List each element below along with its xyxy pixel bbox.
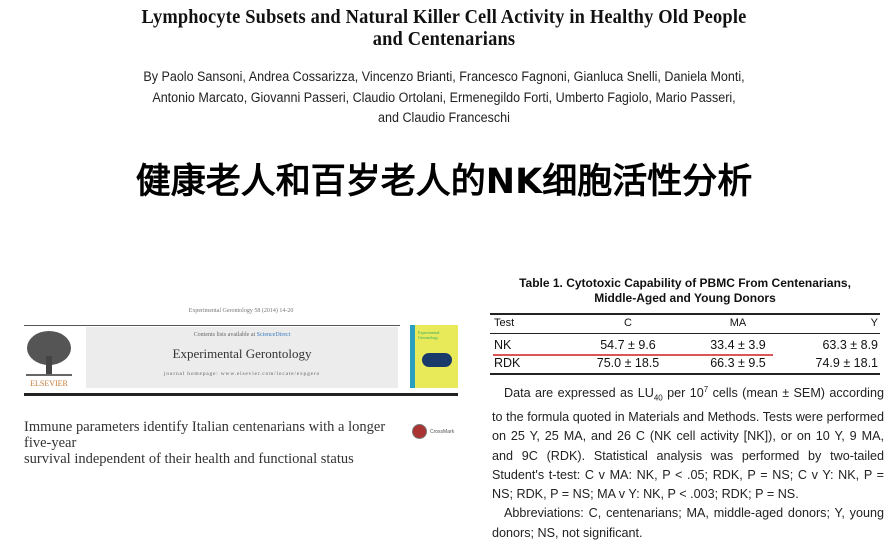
divider <box>24 325 400 326</box>
elsevier-logo: ELSEVIER <box>24 328 74 388</box>
authors-line: and Claudio Franceschi <box>378 110 510 125</box>
table-row: NK 54.7 ± 9.6 33.4 ± 3.9 63.3 ± 8.9 <box>494 338 878 352</box>
cover-title: Experimental Gerontology <box>418 330 440 340</box>
table-title: Table 1. Cytotoxic Capability of PBMC Fr… <box>519 276 851 305</box>
author-list: By Paolo Sansoni, Andrea Cossarizza, Vin… <box>31 67 857 129</box>
divider <box>24 393 458 396</box>
article-title: Immune parameters identify Italian cente… <box>24 419 414 467</box>
journal-cover: Experimental Gerontology <box>410 325 458 388</box>
paper-title-line1: Lymphocyte Subsets and Natural Killer Ce… <box>141 6 747 28</box>
authors-line: By Paolo Sansoni, Andrea Cossarizza, Vin… <box>143 69 745 84</box>
table-header: Test C MA Y <box>494 317 878 329</box>
paper-title: Lymphocyte Subsets and Natural Killer Ce… <box>36 6 853 50</box>
journal-header-box: Contents lists available at ScienceDirec… <box>86 327 398 388</box>
contents-line: Contents lists available at ScienceDirec… <box>193 332 291 338</box>
table-rule <box>490 333 880 334</box>
journal-citation: Experimental Gerontology 58 (2014) 14-20 <box>188 308 294 314</box>
article-title-line1: Immune parameters identify Italian cente… <box>24 419 386 451</box>
journal-homepage: journal homepage: www.elsevier.com/locat… <box>163 371 321 377</box>
crossmark-icon <box>412 424 427 439</box>
svg-text:ELSEVIER: ELSEVIER <box>30 379 68 388</box>
journal-name: Experimental Gerontology <box>172 346 312 361</box>
table-rule <box>490 373 880 375</box>
table-row: RDK 75.0 ± 18.5 66.3 ± 9.5 74.9 ± 18.1 <box>494 356 878 370</box>
chinese-heading: 健康老人和百岁老人的NK细胞活性分析 <box>135 162 753 202</box>
table-footnote: Data are expressed as LU40 per 107 cells… <box>492 385 884 502</box>
table-rule <box>490 313 880 315</box>
sciencedirect-link[interactable]: ScienceDirect <box>256 332 291 338</box>
table-notes: Data are expressed as LU40 per 107 cells… <box>492 380 884 543</box>
article-title-line2: survival independent of their health and… <box>24 451 354 467</box>
abbreviations-note: Abbreviations: C, centenarians; MA, midd… <box>492 506 884 540</box>
authors-line: Antonio Marcato, Giovanni Passeri, Claud… <box>152 89 736 105</box>
paper-title-line2: and Centenarians <box>372 28 516 50</box>
highlight-underline <box>493 354 773 356</box>
crossmark-badge[interactable]: CrossMark <box>412 424 454 439</box>
